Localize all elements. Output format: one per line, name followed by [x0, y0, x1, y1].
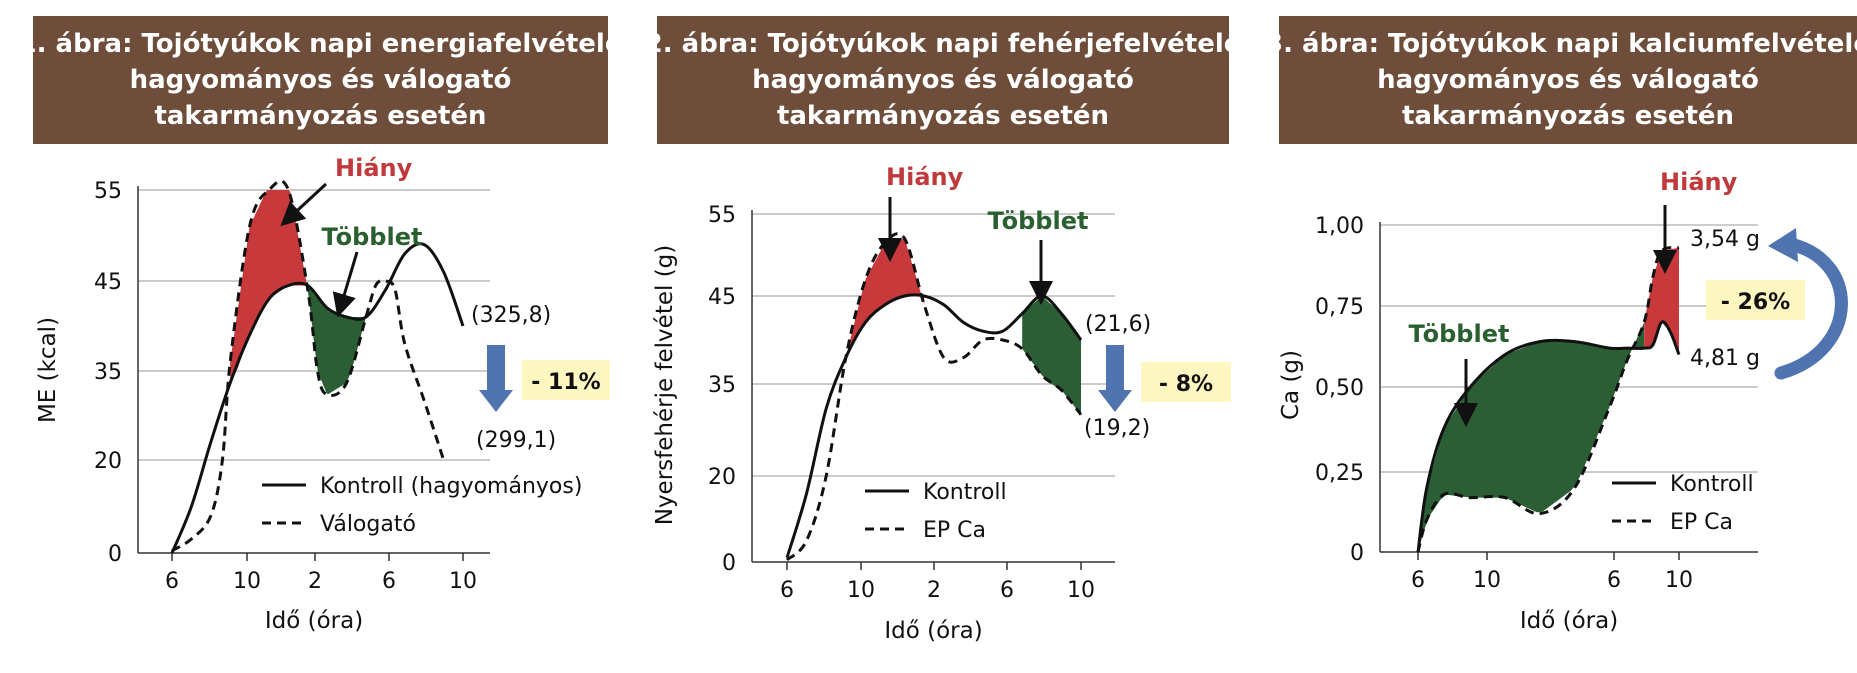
deficit-label: Hiány — [886, 163, 964, 191]
figure-2-title-line-3: takarmányozás esetén — [776, 101, 1110, 131]
figure-1-title-line-2: hagyományos és válogató — [129, 65, 512, 95]
x-axis-label: Idő (óra) — [1520, 608, 1618, 634]
x-tick-label: 10 — [847, 578, 875, 603]
x-tick-label: 6 — [165, 569, 179, 594]
x-tick-label: 2 — [927, 578, 941, 603]
x-tick-label: 10 — [1665, 568, 1693, 593]
surplus-label: Többlet — [1409, 320, 1510, 348]
figure-3-title-line-2: hagyományos és válogató — [1377, 65, 1759, 95]
deficit-region — [845, 238, 925, 358]
percent-change-label: - 8% — [1159, 372, 1213, 397]
surplus-region — [1022, 296, 1081, 415]
end-label-other: 3,54 g — [1690, 227, 1760, 252]
y-tick-label: 1,00 — [1315, 214, 1364, 239]
percent-box — [1706, 280, 1805, 320]
decrease-curl-arrow — [1774, 237, 1848, 380]
legend-label: EP Ca — [923, 518, 986, 543]
y-axis-label: Ca (g) — [1278, 350, 1304, 420]
x-tick-label: 2 — [308, 569, 322, 594]
percent-change-label: - 26% — [1721, 290, 1790, 315]
y-tick-label: 0,75 — [1315, 295, 1364, 320]
y-axis-label: ME (kcal) — [35, 317, 61, 423]
y-tick-label: 20 — [94, 449, 122, 474]
figure-1-title-line-1: 1. ábra: Tojótyúkok napi energiafelvétel… — [18, 29, 623, 59]
y-tick-label: 20 — [708, 465, 736, 490]
decrease-arrow — [1098, 345, 1132, 412]
legend-label: Kontroll (hagyományos) — [320, 474, 582, 499]
y-tick-label: 35 — [94, 360, 122, 385]
x-tick-label: 6 — [382, 569, 396, 594]
deficit-arrow — [280, 182, 328, 227]
series-line-dashed — [171, 179, 446, 553]
figure-1-title: 1. ábra: Tojótyúkok napi energiafelvétel… — [19, 16, 622, 144]
x-tick-label: 6 — [1411, 568, 1425, 593]
y-tick-label: 0,50 — [1315, 376, 1364, 401]
legend-label: EP Ca — [1670, 510, 1733, 535]
series-line-dashed — [785, 232, 1083, 562]
y-axis-label: Nyersfehérje felvétel (g) — [652, 245, 678, 526]
figure-2-title-line-1: 2. ábra: Tojótyúkok napi fehérjefelvétel… — [644, 29, 1242, 59]
surplus-label: Többlet — [988, 207, 1089, 235]
series-line-dashed — [1416, 246, 1680, 553]
series-line-solid — [1416, 320, 1681, 553]
x-tick-label: 10 — [449, 569, 477, 594]
figure-3-title-line-3: takarmányozás esetén — [1401, 101, 1735, 131]
y-tick-label: 55 — [94, 179, 122, 204]
figure-2-title-line-2: hagyományos és válogató — [752, 65, 1134, 95]
percent-box — [522, 360, 610, 400]
x-tick-label: 10 — [1067, 578, 1095, 603]
x-tick-label: 10 — [1473, 568, 1501, 593]
percent-change-label: - 11% — [531, 370, 600, 395]
figure-1-title-line-3: takarmányozás esetén — [154, 101, 487, 131]
x-tick-label: 6 — [1000, 578, 1014, 603]
decrease-arrow — [479, 345, 513, 412]
y-tick-label: 45 — [94, 270, 122, 295]
end-label-other: (19,2) — [1084, 416, 1150, 441]
end-label-kontroll: (21,6) — [1085, 312, 1151, 337]
deficit-label: Hiány — [335, 154, 413, 182]
end-label-kontroll: (325,8) — [471, 303, 551, 328]
x-tick-label: 10 — [233, 569, 261, 594]
y-tick-label: 0 — [722, 551, 736, 576]
decrease-curl-arrowhead — [1768, 228, 1798, 262]
surplus-label: Többlet — [322, 223, 423, 251]
legend-label: Kontroll — [1670, 472, 1754, 497]
y-tick-label: 45 — [708, 285, 736, 310]
legend-label: Válogató — [320, 512, 416, 537]
end-label-other: (299,1) — [476, 428, 556, 453]
x-axis-label: Idő (óra) — [265, 608, 363, 634]
y-tick-label: 55 — [708, 203, 736, 228]
x-tick-label: 6 — [1607, 568, 1621, 593]
figure-3-title: 3. ábra: Tojótyúkok napi kalciumfelvétel… — [1265, 16, 1857, 144]
surplus-arrow — [332, 251, 359, 318]
figure-3-title-line-1: 3. ábra: Tojótyúkok napi kalciumfelvétel… — [1265, 29, 1857, 59]
x-tick-label: 6 — [780, 578, 794, 603]
y-tick-label: 0 — [1350, 541, 1364, 566]
end-label-kontroll: 4,81 g — [1690, 346, 1760, 371]
deficit-label: Hiány — [1660, 168, 1738, 196]
surplus-region — [1418, 322, 1645, 552]
x-axis-label: Idő (óra) — [884, 618, 982, 644]
y-tick-label: 0 — [108, 542, 122, 567]
figure-2-title: 2. ábra: Tojótyúkok napi fehérjefelvétel… — [645, 16, 1241, 144]
legend-label: Kontroll — [923, 480, 1007, 505]
y-tick-label: 0,25 — [1315, 461, 1364, 486]
deficit-region — [1644, 247, 1679, 355]
y-tick-label: 35 — [708, 373, 736, 398]
percent-box — [1141, 362, 1231, 402]
series-line-solid — [170, 242, 465, 554]
